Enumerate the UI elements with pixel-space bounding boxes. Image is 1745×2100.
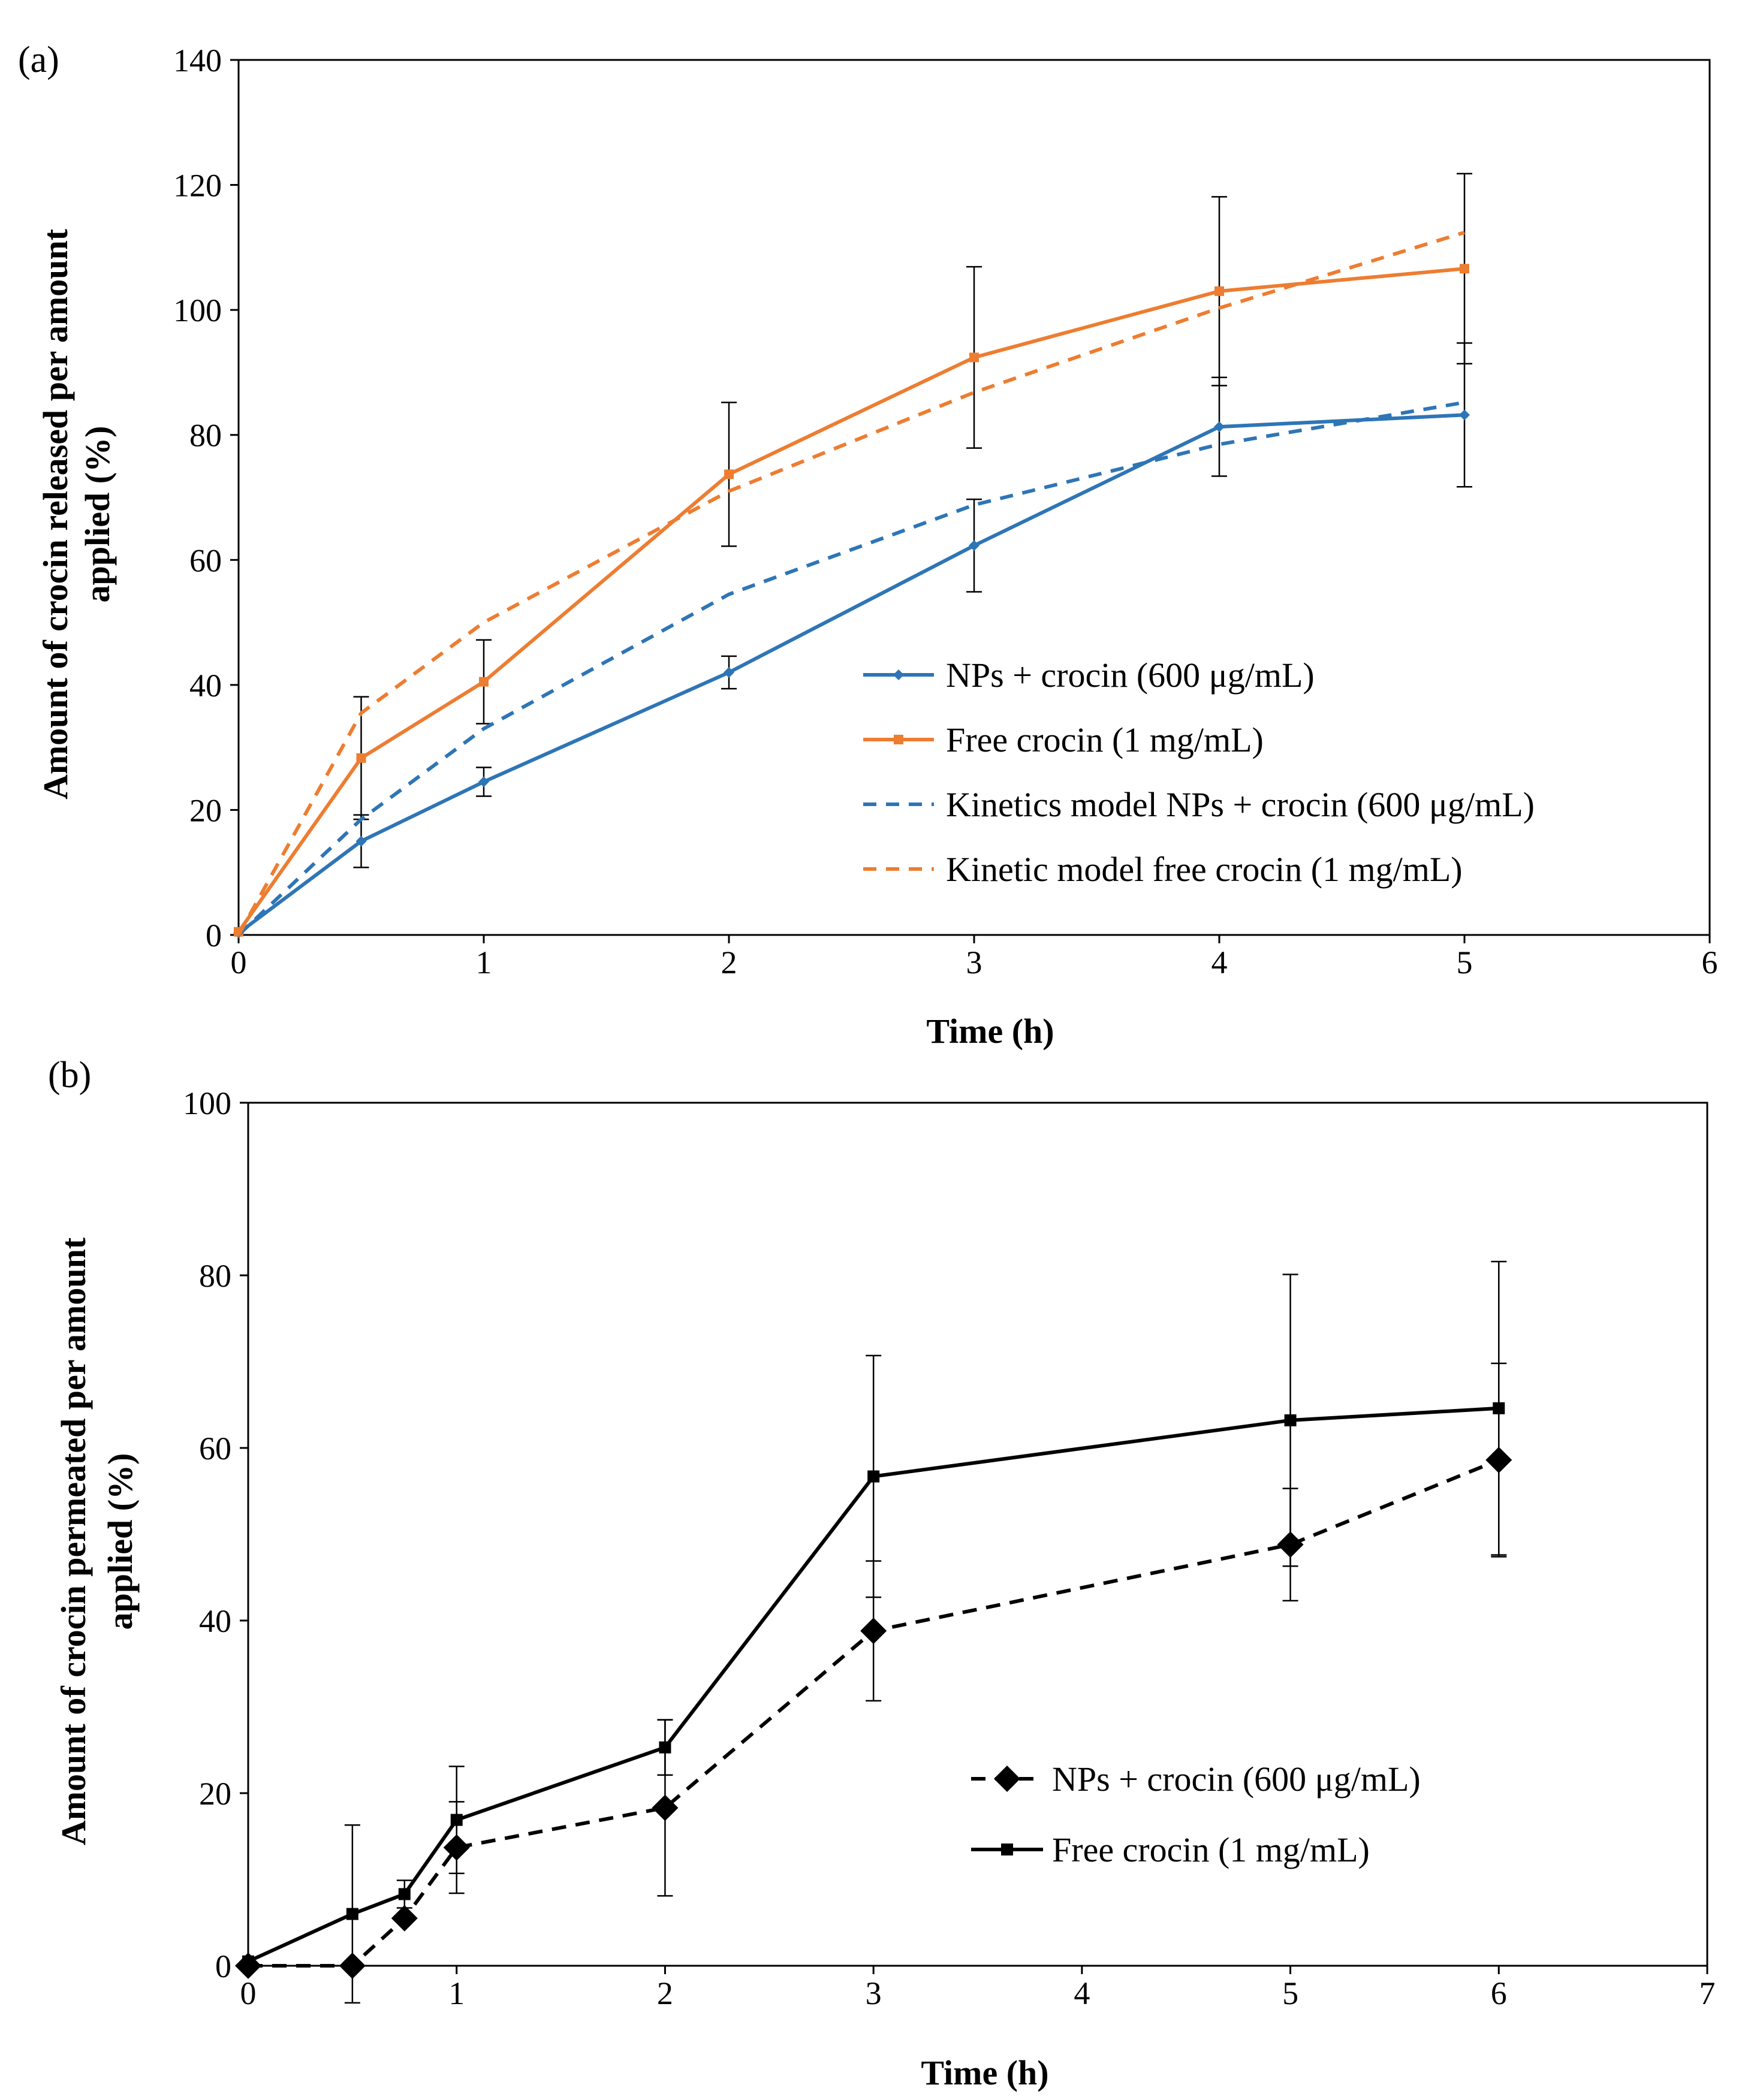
chart-a-data-point [969, 352, 979, 363]
chart-b-data-point [1284, 1414, 1297, 1426]
chart-b-y-axis-title-line-1: Amount of crocin permeated per amount [54, 1237, 93, 1845]
chart-b-data-point [398, 1888, 411, 1900]
chart-a-data-point [355, 835, 367, 847]
chart-a-series-4 [237, 230, 1465, 936]
chart-a-data-point [478, 776, 489, 787]
chart-a-x-tick-label: 6 [1702, 945, 1718, 980]
chart-a-x-axis-title: Time (h) [926, 1012, 1054, 1051]
chart-b-x-tick-label: 2 [657, 1975, 673, 2011]
chart-a-data-point [1459, 409, 1470, 421]
chart-b-data-point [1493, 1402, 1505, 1414]
chart-a-y-tick-label: 140 [173, 43, 222, 79]
chart-b-data-point [867, 1470, 880, 1483]
chart-b-legend-marker-1 [994, 1766, 1020, 1792]
chart-a-x-tick-label: 0 [231, 945, 247, 980]
chart-a-legend-label-1: NPs + crocin (600 μg/mL) [946, 656, 1315, 695]
chart-b: (b) NPs + crocin (600 μg/mL) Free crocin… [48, 1055, 1716, 2092]
chart-b-legend: NPs + crocin (600 μg/mL) Free crocin (1 … [1052, 1760, 1421, 1869]
chart-a-x-tick-label: 2 [721, 945, 737, 980]
chart-a-legend-marker-2 [894, 735, 903, 744]
chart-b-x-tick-label: 6 [1491, 1975, 1507, 2011]
chart-a-y-tick-label: 100 [173, 292, 222, 328]
chart-a-y-axis-title-line-2: applied (%) [78, 426, 117, 603]
chart-b-y-tick-label: 100 [183, 1085, 231, 1121]
chart-a-series-3 [237, 400, 1465, 937]
chart-a-series-3-line [237, 400, 1465, 937]
chart-b-data-point [659, 1741, 671, 1754]
chart-a-y-tick-label: 120 [173, 168, 222, 204]
chart-a-data-point [969, 540, 980, 551]
chart-a-data-point [1214, 286, 1224, 296]
chart-b-data-point [391, 1905, 418, 1932]
chart-a-data-point [356, 753, 366, 763]
chart-a-legend-label-2: Free crocin (1 mg/mL) [946, 720, 1264, 759]
chart-a-series-1 [233, 342, 1472, 939]
chart-b-y-tick-label: 60 [199, 1431, 231, 1467]
chart-a-legend-label-3: Kinetics model NPs + crocin (600 μg/mL) [946, 785, 1535, 824]
chart-a-data-point [724, 667, 734, 678]
chart-a-data-point [1460, 264, 1469, 274]
chart-b-y-tick-label: 20 [199, 1776, 231, 1812]
chart-b-panel-label: (b) [48, 1055, 91, 1096]
chart-a-legend-label-4: Kinetic model free crocin (1 mg/mL) [946, 850, 1463, 889]
chart-a-data-point [724, 469, 734, 479]
chart-a: (a) NPs + crocin (600 μg/mL) Free crocin… [18, 40, 1718, 1051]
chart-b-y-tick-label: 80 [199, 1258, 231, 1294]
chart-a-data-point [479, 677, 489, 687]
chart-b-data-point [652, 1794, 679, 1821]
chart-a-legend: NPs + crocin (600 μg/mL) Free crocin (1 … [946, 656, 1535, 889]
chart-b-legend-label-1: NPs + crocin (600 μg/mL) [1052, 1760, 1421, 1799]
chart-a-panel-label: (a) [18, 40, 59, 80]
chart-b-legend-label-2: Free crocin (1 mg/mL) [1052, 1830, 1370, 1869]
chart-b-data-point [860, 1618, 887, 1645]
chart-b-series-1-line [248, 1458, 1500, 1968]
chart-b-x-tick-label: 5 [1282, 1975, 1298, 2011]
chart-a-series-2 [234, 173, 1472, 937]
chart-a-x-tick-label: 4 [1211, 945, 1228, 980]
chart-a-y-tick-label: 20 [189, 792, 222, 828]
chart-a-y-axis-title-line-1: Amount of crocin released per amount [36, 228, 75, 799]
chart-a-x-tick-label: 1 [476, 945, 492, 980]
chart-b-data-point [450, 1814, 463, 1826]
chart-b-series-2-line [247, 1406, 1499, 1963]
chart-a-series-4-line [237, 230, 1465, 936]
chart-a-legend-marker-1 [893, 669, 904, 680]
chart-a-series-2-line [237, 267, 1465, 933]
chart-a-y-tick-label: 40 [189, 668, 222, 704]
chart-a-data-point [1214, 421, 1225, 433]
chart-b-y-tick-label: 0 [215, 1948, 231, 1984]
chart-b-series-2 [242, 1260, 1507, 2004]
chart-b-data-point [242, 1955, 254, 1968]
chart-b-data-point [346, 1908, 358, 1920]
chart-b-y-tick-label: 40 [199, 1603, 231, 1639]
chart-a-y-tick-label: 80 [189, 418, 222, 454]
chart-b-x-tick-label: 3 [866, 1975, 882, 2011]
chart-b-x-tick-label: 0 [240, 1975, 257, 2011]
chart-a-y-tick-label: 60 [189, 542, 222, 578]
chart-b-legend-marker-2 [1001, 1843, 1013, 1855]
chart-a-x-tick-label: 3 [966, 945, 982, 980]
chart-b-x-axis-title: Time (h) [921, 2053, 1048, 2092]
chart-b-x-tick-label: 7 [1699, 1975, 1716, 2011]
chart-b-plot-area [247, 1102, 1708, 1967]
chart-a-x-tick-label: 5 [1457, 945, 1473, 980]
chart-b-x-tick-label: 4 [1074, 1975, 1090, 2011]
chart-a-y-tick-label: 0 [206, 918, 222, 954]
chart-b-x-tick-label: 1 [448, 1975, 465, 2011]
chart-b-y-axis-title-line-2: applied (%) [101, 1453, 140, 1630]
